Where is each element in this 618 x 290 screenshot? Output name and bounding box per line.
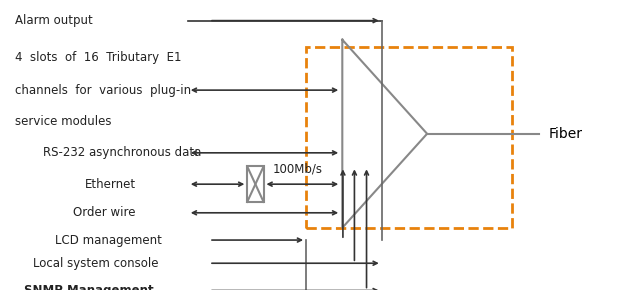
Text: service modules: service modules [15, 115, 112, 128]
Text: channels  for  various  plug-in: channels for various plug-in [15, 84, 192, 97]
Text: RS-232 asynchronous data: RS-232 asynchronous data [43, 146, 201, 159]
Bar [306, 46, 512, 228]
Text: Alarm output: Alarm output [15, 14, 93, 27]
Text: SNMP Management: SNMP Management [24, 284, 154, 290]
Bar [247, 166, 264, 202]
Text: 4  slots  of  16  Tributary  E1: 4 slots of 16 Tributary E1 [15, 51, 182, 64]
Text: LCD management: LCD management [54, 233, 161, 246]
Text: Order wire: Order wire [73, 206, 135, 219]
Text: Local system console: Local system console [33, 257, 159, 270]
Text: Fiber: Fiber [548, 127, 582, 141]
Text: Ethernet: Ethernet [85, 178, 136, 191]
Text: 100Mb/s: 100Mb/s [273, 163, 323, 176]
